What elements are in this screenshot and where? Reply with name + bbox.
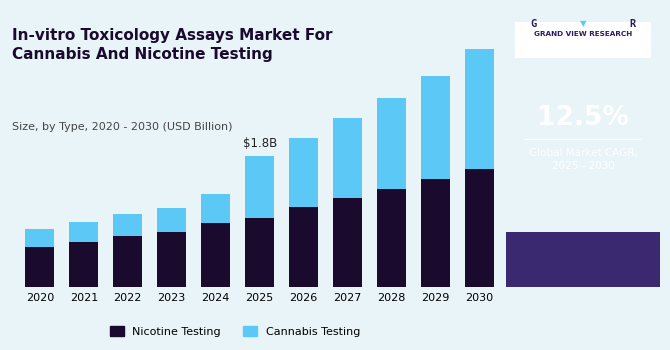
Bar (157, 232, 186, 287)
Bar (113, 214, 142, 236)
Text: Source:
www.grandviewresearch.com: Source: www.grandviewresearch.com (519, 243, 646, 265)
Bar (289, 138, 318, 207)
Bar (245, 156, 274, 218)
Bar (113, 236, 142, 287)
Bar (377, 189, 406, 287)
Text: Size, by Type, 2020 - 2030 (USD Billion): Size, by Type, 2020 - 2030 (USD Billion) (12, 121, 232, 132)
Legend: Nicotine Testing, Cannabis Testing: Nicotine Testing, Cannabis Testing (111, 326, 360, 337)
Bar (157, 208, 186, 232)
Bar (466, 49, 494, 169)
Bar (421, 76, 450, 179)
Bar (245, 218, 274, 287)
Text: G: G (531, 19, 537, 29)
Bar (289, 207, 318, 287)
Text: Global Market CAGR,
2025 - 2030: Global Market CAGR, 2025 - 2030 (529, 148, 637, 172)
Text: 12.5%: 12.5% (537, 105, 629, 131)
Bar (466, 169, 494, 287)
Bar (202, 223, 230, 287)
Text: In-vitro Toxicology Assays Market For
Cannabis And Nicotine Testing: In-vitro Toxicology Assays Market For Ca… (12, 28, 332, 62)
Text: $1.8B: $1.8B (243, 137, 277, 150)
Bar (506, 232, 660, 287)
Bar (377, 98, 406, 189)
Bar (334, 198, 362, 287)
Bar (515, 22, 651, 57)
Bar (421, 179, 450, 287)
Text: ▼: ▼ (580, 19, 586, 28)
Bar (202, 194, 230, 223)
Bar (25, 247, 54, 287)
Bar (70, 242, 98, 287)
Bar (70, 222, 98, 242)
Bar (25, 229, 54, 247)
Bar (334, 118, 362, 198)
Text: R: R (629, 19, 635, 29)
Text: GRAND VIEW RESEARCH: GRAND VIEW RESEARCH (534, 31, 632, 37)
